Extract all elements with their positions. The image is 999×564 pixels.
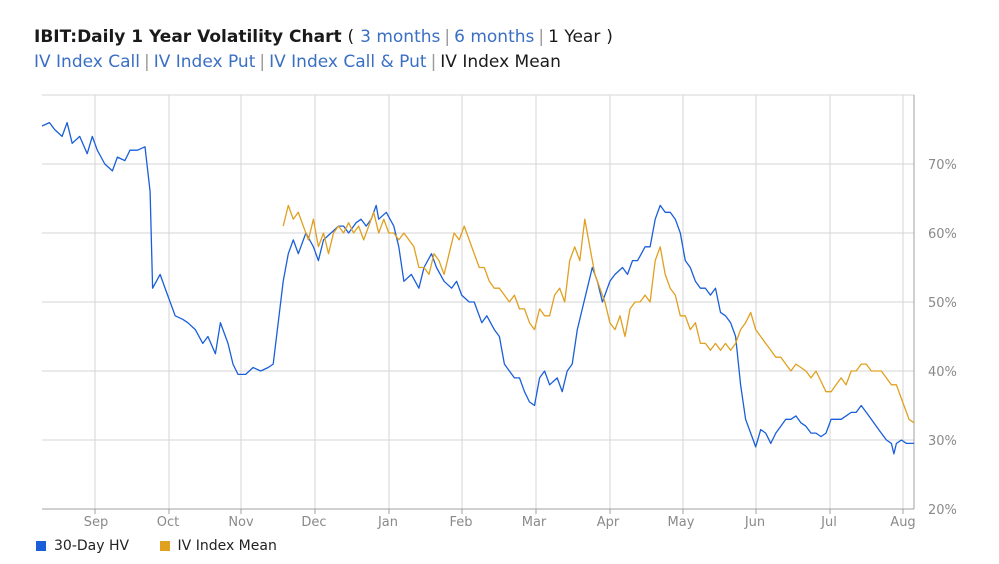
separator: |: [143, 52, 150, 72]
legend-swatch-iv-mean: [159, 541, 170, 551]
series-link-iv-call-put[interactable]: IV Index Call & Put: [269, 52, 427, 72]
series-line-iv-index-mean: [282, 204, 915, 424]
x-tick-label: Feb: [449, 515, 472, 530]
range-current-1-year: 1 Year: [548, 27, 601, 47]
chart-title-row: IBIT:Daily 1 Year Volatility Chart ( 3 m…: [34, 27, 613, 47]
chart-title: IBIT:Daily 1 Year Volatility Chart: [34, 27, 342, 47]
x-tick-label: Mar: [522, 515, 547, 530]
y-tick-label: 70%: [928, 158, 957, 173]
series-current-iv-mean: IV Index Mean: [440, 52, 561, 72]
series-links-row: IV Index Call | IV Index Put | IV Index Call…: [34, 52, 561, 72]
series-link-iv-put[interactable]: IV Index Put: [153, 52, 256, 72]
legend-swatch-hv: [36, 541, 46, 551]
x-tick-label: Jul: [820, 515, 837, 530]
y-tick-label: 20%: [928, 503, 957, 518]
separator: |: [444, 27, 451, 47]
close-paren: ): [606, 27, 613, 47]
legend-label-hv: 30-Day HV: [54, 538, 130, 554]
x-tick-label: Sep: [84, 515, 109, 530]
series-link-iv-call[interactable]: IV Index Call: [34, 52, 140, 72]
y-tick-label: 30%: [928, 434, 957, 449]
y-tick-label: 60%: [928, 227, 957, 242]
y-tick-label: 40%: [928, 365, 957, 380]
separator: |: [259, 52, 266, 72]
x-tick-label: Apr: [597, 515, 620, 530]
x-tick-label: May: [668, 515, 695, 530]
legend-label-iv-mean: IV Index Mean: [177, 538, 277, 554]
separator: |: [538, 27, 545, 47]
range-link-6-months[interactable]: 6 months: [454, 27, 535, 47]
legend-item-hv[interactable]: 30-Day HV: [36, 538, 134, 554]
legend-item-iv-mean[interactable]: IV Index Mean: [159, 538, 277, 554]
separator: |: [430, 52, 437, 72]
range-link-3-months[interactable]: 3 months: [360, 27, 441, 47]
x-tick-label: Dec: [301, 515, 326, 530]
y-tick-label: 50%: [928, 296, 957, 311]
open-paren: (: [347, 27, 355, 47]
series-line-30-day-hv: [41, 121, 914, 455]
x-tick-label: Aug: [890, 515, 915, 530]
x-tick-label: Oct: [157, 515, 179, 530]
x-tick-label: Jan: [377, 515, 398, 530]
x-tick-label: Jun: [744, 515, 765, 530]
x-tick-label: Nov: [228, 515, 254, 530]
legend: 30-Day HV IV Index Mean: [36, 538, 303, 554]
